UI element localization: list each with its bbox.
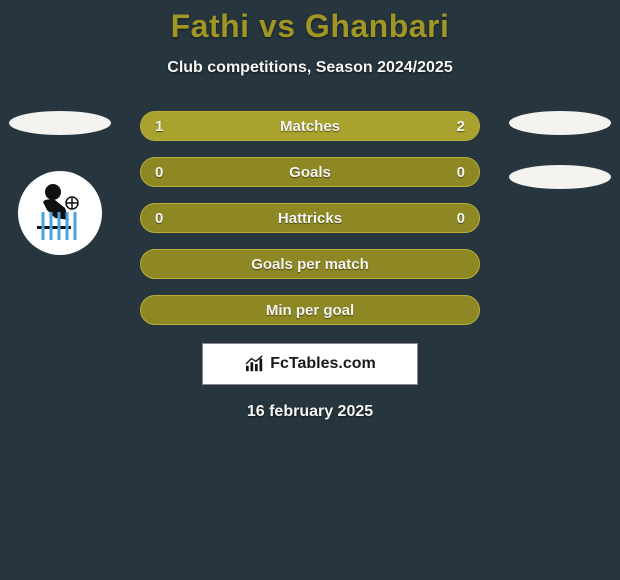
date-label: 16 february 2025 [0, 403, 620, 421]
right-club-placeholder [509, 165, 611, 189]
stat-bar: Goals per match [140, 249, 480, 279]
stat-bar: Min per goal [140, 295, 480, 325]
stat-value-right: 0 [457, 204, 465, 233]
stat-value-left: 1 [155, 112, 163, 141]
brand-box[interactable]: FcTables.com [202, 343, 418, 385]
stat-value-right: 0 [457, 158, 465, 187]
stat-value-left: 0 [155, 158, 163, 187]
page-title: Fathi vs Ghanbari [0, 0, 620, 45]
stat-label: Goals per match [141, 250, 479, 279]
comparison-card: Fathi vs Ghanbari Club competitions, Sea… [0, 0, 620, 580]
stat-bars: Matches12Goals00Hattricks00Goals per mat… [140, 111, 480, 325]
brand-label: FcTables.com [270, 355, 376, 373]
right-player-column [500, 111, 620, 219]
left-club-logo [18, 171, 102, 255]
stat-value-right: 2 [457, 112, 465, 141]
left-player-placeholder [9, 111, 111, 135]
stat-bar: Hattricks0 0 [140, 203, 480, 233]
stat-label: Min per goal [141, 296, 479, 325]
stat-label: Goals [141, 158, 479, 187]
right-player-placeholder [509, 111, 611, 135]
stat-label: Hattricks [141, 204, 479, 233]
stat-label: Matches [141, 112, 479, 141]
stat-value-left: 0 [155, 204, 163, 233]
club-logo-icon [25, 178, 95, 248]
stat-bar: Matches1 2 [140, 111, 480, 141]
left-player-column [0, 111, 120, 255]
stat-bar: Goals0 0 [140, 157, 480, 187]
subtitle: Club competitions, Season 2024/2025 [0, 59, 620, 77]
brand-chart-icon [244, 355, 266, 373]
content-columns: Matches12Goals00Hattricks00Goals per mat… [0, 111, 620, 325]
